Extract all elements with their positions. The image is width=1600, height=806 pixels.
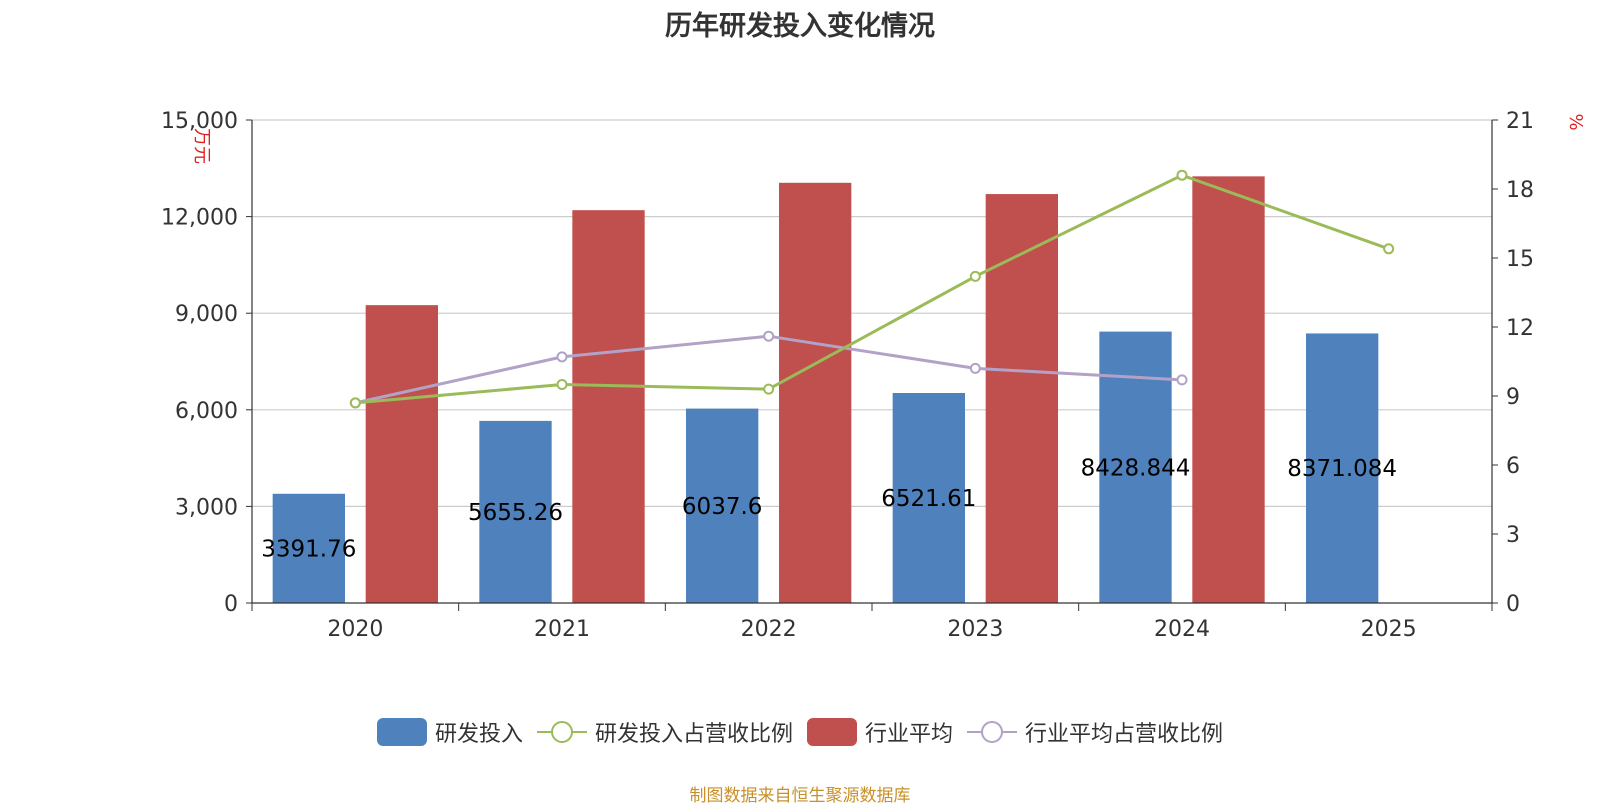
legend-item-rd-ratio[interactable]: 研发投入占营收比例 [536, 716, 793, 748]
y-right-tick-label: 9 [1506, 385, 1520, 410]
point-industry-ratio [763, 330, 775, 342]
axes: 0 3,000 6,000 9,000 12,000 15,000 0 3 6 9 12 15 18 21… [161, 109, 1586, 642]
y-right-tick-label: 12 [1506, 316, 1534, 341]
data-label-rd: 6037.6 [682, 494, 762, 520]
legend-item-rd[interactable]: 研发投入 [376, 716, 523, 748]
bar-rd-2023 [892, 393, 965, 603]
point-rd-ratio [969, 270, 981, 282]
y-left-tick-label: 9,000 [175, 302, 238, 327]
source-note: 制图数据来自恒生聚源数据库 [689, 786, 911, 806]
point-rd-ratio [349, 397, 361, 409]
y-left-axis-title: 万元 [191, 128, 212, 164]
y-left-tick-label: 3,000 [175, 495, 238, 520]
point-rd-ratio [556, 379, 568, 390]
y-right-tick-label: 21 [1506, 109, 1534, 134]
point-rd-ratio [763, 383, 775, 395]
legend-label-industry: 行业平均 [865, 722, 954, 747]
bar-rd-2025 [1306, 333, 1379, 603]
y-left-tick-label: 6,000 [175, 399, 238, 424]
line-rd-ratio [355, 173, 1390, 405]
y-left-tick-label: 0 [224, 592, 238, 617]
legend-label-industry-ratio: 行业平均占营收比例 [1025, 722, 1224, 747]
y-left-tick-label: 15,000 [161, 109, 238, 134]
legend-line-icon [967, 721, 1018, 743]
y-right-tick-label: 6 [1506, 454, 1520, 479]
chart-title: 历年研发投入变化情况 [665, 11, 935, 42]
y-right-tick-label: 15 [1506, 247, 1534, 272]
legend-swatch-industry [807, 718, 857, 746]
point-industry-ratio [969, 362, 981, 374]
point-rd-ratio [1383, 243, 1395, 255]
y-right-axis-title: % [1565, 113, 1586, 130]
x-tick-label: 2022 [741, 617, 797, 642]
y-right-tick-label: 0 [1506, 592, 1520, 617]
y-left-tick-label: 12,000 [161, 206, 238, 231]
x-tick-label: 2021 [534, 617, 590, 642]
data-label-rd: 3391.76 [261, 536, 356, 562]
y-right-tick-label: 18 [1506, 178, 1534, 203]
data-label-rd: 8428.844 [1081, 455, 1191, 481]
bar-industry-2021 [572, 210, 645, 603]
data-label-rd: 6521.61 [881, 486, 976, 512]
legend-label-rd-ratio: 研发投入占营收比例 [594, 722, 793, 747]
bar-industry-2024 [1192, 176, 1265, 603]
bar-industry-2022 [779, 182, 852, 604]
bar-rd-2020 [272, 493, 345, 603]
legend-item-industry-ratio[interactable]: 行业平均占营收比例 [967, 716, 1223, 748]
legend-swatch-rd [376, 718, 427, 746]
point-rd-ratio [1176, 169, 1188, 181]
x-tick-label: 2024 [1154, 617, 1210, 642]
bar-industry-2023 [985, 194, 1058, 603]
data-labels: 3391.76 5655.26 6037.6 6521.61 8428.844 8371.… [261, 455, 1397, 562]
y-right-tick-label: 3 [1506, 523, 1520, 548]
point-industry-ratio [556, 351, 568, 363]
bar-industry-2020 [365, 305, 438, 603]
bars [272, 176, 1379, 604]
x-tick-label: 2023 [947, 617, 1003, 642]
bar-rd-2022 [686, 408, 759, 603]
x-tick-label: 2020 [327, 617, 383, 642]
legend-label-rd: 研发投入 [434, 722, 523, 747]
legend-item-industry[interactable]: 行业平均 [807, 716, 953, 748]
legend: 研发投入 研发投入占营收比例 行业平均 行业平均占营收比例 [0, 716, 1600, 748]
data-label-rd: 5655.26 [468, 500, 563, 526]
data-label-rd: 8371.084 [1287, 456, 1397, 482]
point-industry-ratio [1176, 374, 1188, 386]
legend-line-icon [536, 721, 587, 743]
grid-lines [252, 119, 1492, 507]
x-tick-label: 2025 [1361, 617, 1417, 642]
bar-rd-2021 [479, 420, 552, 603]
series-lines [349, 169, 1395, 409]
